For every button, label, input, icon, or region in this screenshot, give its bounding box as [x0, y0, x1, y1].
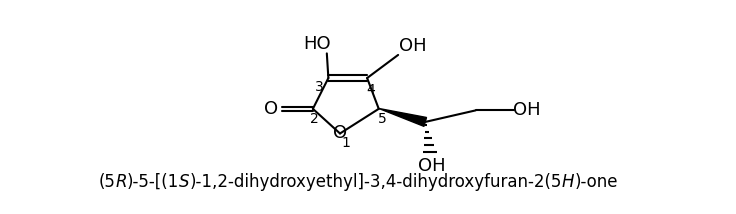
Text: )-5-[(1: )-5-[(1 [127, 173, 179, 191]
Text: HO: HO [304, 35, 331, 53]
Text: R: R [115, 173, 127, 191]
Text: 4: 4 [367, 83, 375, 97]
Text: (5: (5 [98, 173, 115, 191]
Text: 5: 5 [378, 112, 387, 126]
Text: H: H [562, 173, 574, 191]
Text: OH: OH [399, 37, 427, 55]
Text: 3: 3 [315, 80, 323, 94]
Text: O: O [264, 100, 278, 118]
Text: S: S [179, 173, 189, 191]
Polygon shape [379, 108, 427, 126]
Text: O: O [333, 125, 347, 143]
Text: 1: 1 [342, 137, 350, 150]
Text: 2: 2 [310, 112, 319, 126]
Text: OH: OH [513, 101, 540, 119]
Text: )-one: )-one [574, 173, 618, 191]
Text: OH: OH [418, 157, 446, 175]
Text: )-1,2-dihydroxyethyl]-3,4-dihydroxyfuran-2(5: )-1,2-dihydroxyethyl]-3,4-dihydroxyfuran… [189, 173, 562, 191]
